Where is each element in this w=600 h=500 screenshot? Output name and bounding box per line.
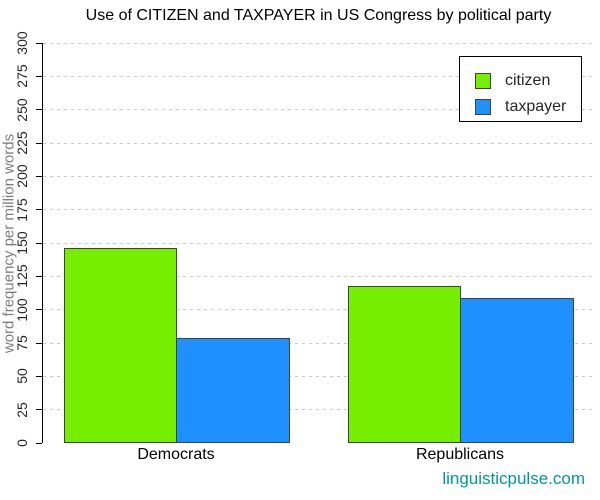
legend-entry-taxpayer: taxpayer <box>460 94 581 120</box>
gridline-50 <box>43 375 596 377</box>
y-tick-300 <box>36 42 42 44</box>
legend-entry-citizen: citizen <box>460 68 581 94</box>
y-tick-250 <box>36 109 42 111</box>
y-tick-175 <box>36 209 42 211</box>
bar-republicans-taxpayer <box>460 297 574 443</box>
y-tick-275 <box>36 75 42 77</box>
y-tick-125 <box>36 275 42 277</box>
bar-republicans-citizen <box>347 285 461 443</box>
y-tick-100 <box>36 309 42 311</box>
y-tick-50 <box>36 375 42 377</box>
gridline-200 <box>43 175 596 177</box>
legend-swatch-taxpayer <box>475 99 491 115</box>
legend-label-taxpayer: taxpayer <box>505 98 567 115</box>
gridline-275 <box>43 75 596 77</box>
x-tick-label-democrats: Democrats <box>137 446 215 463</box>
gridline-175 <box>43 209 596 211</box>
y-tick-0 <box>36 442 42 444</box>
legend: citizen taxpayer <box>459 56 582 122</box>
gridline-250 <box>43 109 596 111</box>
plot-area: 0 25 50 75 100 125 150 175 200 225 250 275 300 <box>14 31 596 447</box>
legend-label-citizen: citizen <box>505 72 551 89</box>
legend-swatch-citizen <box>475 73 491 89</box>
y-tick-225 <box>36 142 42 144</box>
chart-title: Use of CITIZEN and TAXPAYER in US Congre… <box>85 7 552 24</box>
gridline-75 <box>43 342 596 344</box>
y-tick-label-300: 300 <box>14 31 30 55</box>
y-tick-200 <box>36 175 42 177</box>
y-tick-75 <box>36 342 42 344</box>
bar-democrats-citizen <box>63 248 177 443</box>
gridline-25 <box>43 409 596 411</box>
gridline-100 <box>43 309 596 311</box>
gridline-225 <box>43 142 596 144</box>
y-tick-25 <box>36 409 42 411</box>
x-tick-label-republicans: Republicans <box>415 446 505 463</box>
bar-democrats-taxpayer <box>176 337 290 443</box>
watermark: linguisticpulse.com <box>442 469 585 488</box>
gridline-150 <box>43 242 596 244</box>
gridline-125 <box>43 275 596 277</box>
gridline-300 <box>43 42 596 44</box>
y-tick-150 <box>36 242 42 244</box>
